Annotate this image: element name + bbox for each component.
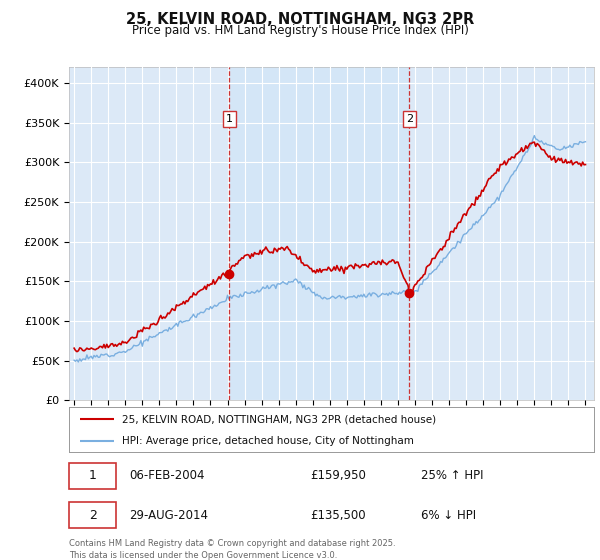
Text: 25, KELVIN ROAD, NOTTINGHAM, NG3 2PR: 25, KELVIN ROAD, NOTTINGHAM, NG3 2PR xyxy=(126,12,474,27)
Text: HPI: Average price, detached house, City of Nottingham: HPI: Average price, detached house, City… xyxy=(121,436,413,446)
Text: 06-FEB-2004: 06-FEB-2004 xyxy=(130,469,205,482)
Bar xyxy=(229,67,409,400)
Text: £135,500: £135,500 xyxy=(311,508,366,522)
Text: 2: 2 xyxy=(89,508,97,522)
Text: Contains HM Land Registry data © Crown copyright and database right 2025.
This d: Contains HM Land Registry data © Crown c… xyxy=(69,539,395,559)
Text: £159,950: £159,950 xyxy=(311,469,367,482)
Text: 25% ↑ HPI: 25% ↑ HPI xyxy=(421,469,483,482)
Text: 1: 1 xyxy=(89,469,97,482)
Text: 2: 2 xyxy=(406,114,413,124)
Text: Price paid vs. HM Land Registry's House Price Index (HPI): Price paid vs. HM Land Registry's House … xyxy=(131,24,469,36)
FancyBboxPatch shape xyxy=(69,502,116,528)
Text: 1: 1 xyxy=(226,114,233,124)
Text: 29-AUG-2014: 29-AUG-2014 xyxy=(130,508,208,522)
Text: 25, KELVIN ROAD, NOTTINGHAM, NG3 2PR (detached house): 25, KELVIN ROAD, NOTTINGHAM, NG3 2PR (de… xyxy=(121,414,436,424)
Text: 6% ↓ HPI: 6% ↓ HPI xyxy=(421,508,476,522)
FancyBboxPatch shape xyxy=(69,463,116,489)
